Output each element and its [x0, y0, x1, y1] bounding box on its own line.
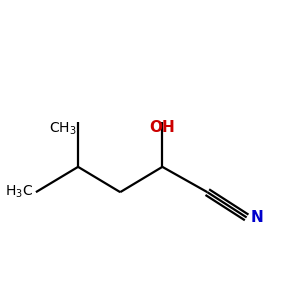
Text: OH: OH	[149, 121, 175, 136]
Text: H$_3$C: H$_3$C	[5, 184, 33, 200]
Text: N: N	[251, 210, 264, 225]
Text: CH$_3$: CH$_3$	[49, 121, 77, 137]
